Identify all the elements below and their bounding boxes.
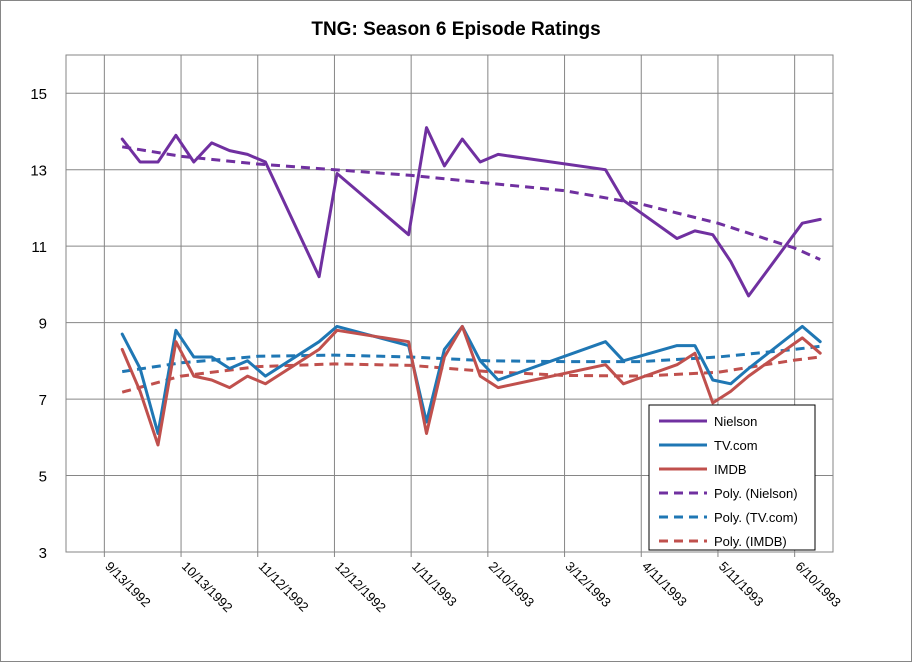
x-tick-label: 4/11/1993 xyxy=(639,559,690,610)
y-tick-label: 3 xyxy=(39,545,47,562)
legend-label: Poly. (Nielson) xyxy=(714,486,798,501)
y-tick-label: 15 xyxy=(30,86,47,103)
series-line-poly-tv-com xyxy=(121,344,821,374)
series-line-tv-com xyxy=(120,324,822,435)
series-line-poly-imdb xyxy=(121,355,821,394)
series-line-nielson xyxy=(120,126,822,298)
series-line-poly-nielson xyxy=(121,145,821,261)
legend-box xyxy=(648,404,816,551)
gridlines xyxy=(66,55,833,552)
x-tick-label: 5/11/1993 xyxy=(716,559,767,610)
plot-area-border xyxy=(65,54,834,553)
y-tick-label: 11 xyxy=(31,239,47,256)
y-tick-label: 13 xyxy=(30,163,47,180)
y-axis-tick-labels: 3 5 7 9 11 13 15 xyxy=(30,86,47,562)
legend-label: IMDB xyxy=(714,462,747,477)
y-tick-label: 5 xyxy=(39,469,47,486)
legend: Nielson TV.com IMDB Poly. (Nielson) Poly. (T… xyxy=(648,404,816,551)
x-tick-label: 1/11/1993 xyxy=(409,559,460,610)
series-lines xyxy=(120,126,822,447)
x-tick-label: 10/13/1992 xyxy=(179,559,236,616)
legend-label: Nielson xyxy=(714,414,757,429)
x-tick-label: 6/10/1993 xyxy=(793,559,845,611)
legend-label: Poly. (TV.com) xyxy=(714,510,798,525)
x-axis-tick-labels: 9/13/1992 10/13/1992 11/12/1992 12/12/1992 1… xyxy=(102,552,844,615)
x-tick-label: 9/13/1992 xyxy=(102,559,154,611)
x-tick-label: 2/10/1993 xyxy=(486,559,538,611)
series-line-imdb xyxy=(120,324,822,447)
legend-label: Poly. (IMDB) xyxy=(714,534,787,549)
x-tick-label: 11/12/1992 xyxy=(256,559,312,615)
legend-label: TV.com xyxy=(714,438,758,453)
x-tick-label: 12/12/1992 xyxy=(332,559,389,616)
y-tick-label: 7 xyxy=(39,392,47,409)
y-tick-label: 9 xyxy=(39,316,47,333)
x-tick-label: 3/12/1993 xyxy=(562,559,614,611)
chart-title: TNG: Season 6 Episode Ratings xyxy=(311,19,600,40)
